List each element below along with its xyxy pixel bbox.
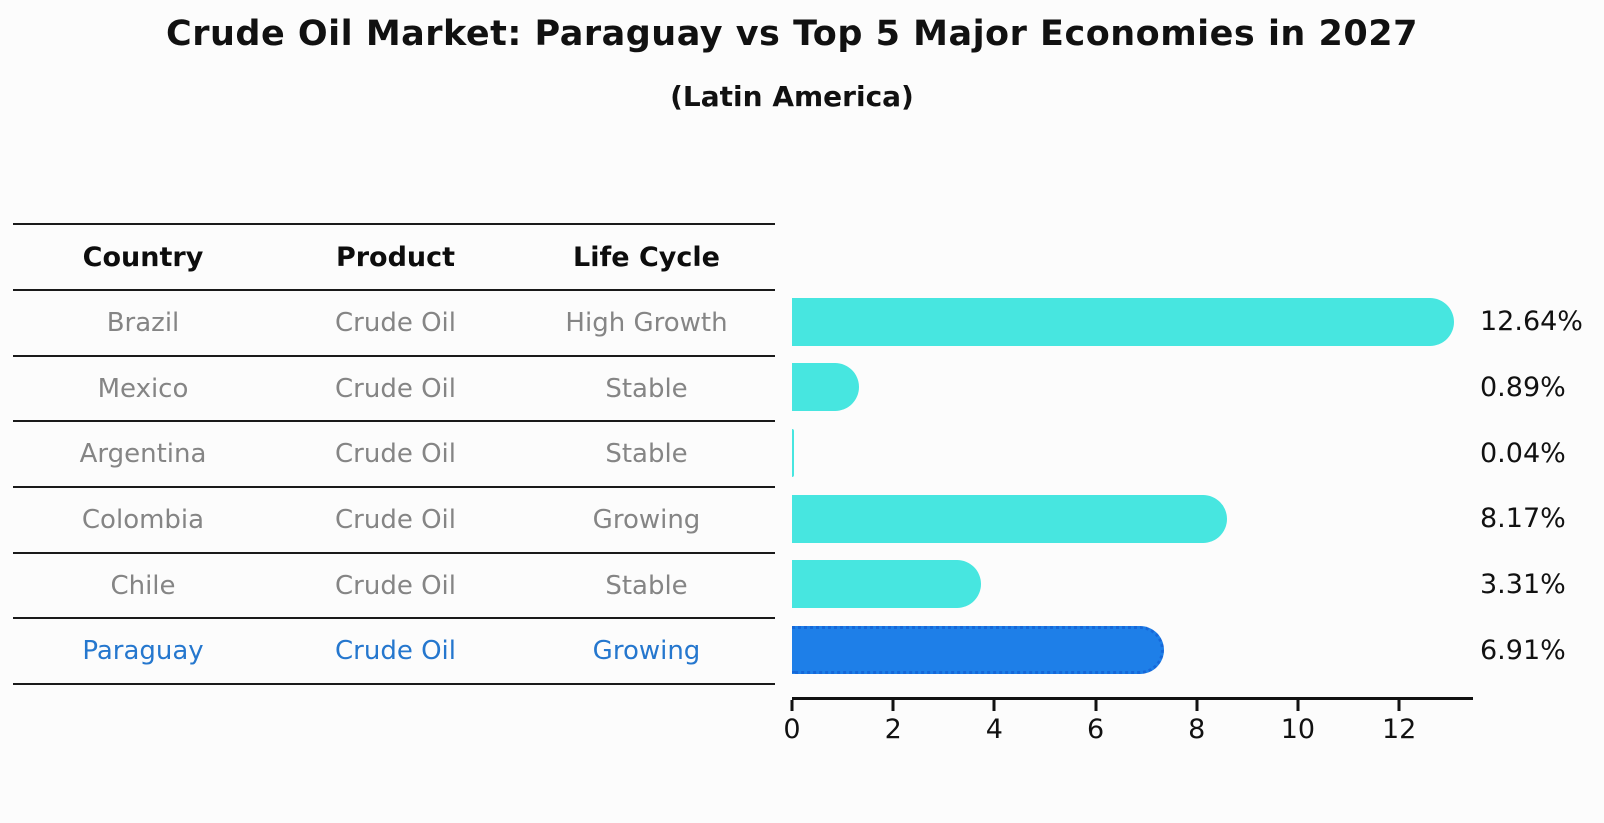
country-cell: Mexico bbox=[97, 373, 189, 404]
chart-subtitle: (Latin America) bbox=[670, 80, 914, 113]
value-label-mexico: 0.89% bbox=[1480, 371, 1566, 403]
bar-brazil bbox=[792, 297, 1454, 346]
life-cycle-cell: High Growth bbox=[565, 307, 728, 338]
x-axis-tick-label: 0 bbox=[783, 714, 801, 745]
x-axis-tick bbox=[1195, 700, 1199, 711]
life-cycle-cell: Stable bbox=[605, 373, 688, 404]
table-row-mexico: Mexico Crude Oil Stable bbox=[13, 357, 775, 423]
x-axis-tick bbox=[992, 700, 996, 711]
bar-row-mexico: 0.89% bbox=[792, 355, 1566, 421]
x-axis-tick-label: 8 bbox=[1188, 714, 1206, 745]
life-cycle-cell: Growing bbox=[592, 504, 701, 535]
bar-mexico bbox=[792, 363, 860, 412]
x-axis-tick bbox=[1397, 700, 1401, 711]
bar-paraguay bbox=[792, 626, 1164, 675]
bar-row-brazil: 12.64% bbox=[792, 289, 1583, 355]
table-header-country: Country bbox=[82, 241, 204, 273]
bar-row-colombia: 8.17% bbox=[792, 486, 1566, 552]
x-axis-tick bbox=[790, 700, 794, 711]
country-cell: Colombia bbox=[81, 504, 205, 535]
value-label-brazil: 12.64% bbox=[1480, 306, 1583, 338]
bar-row-chile: 3.31% bbox=[792, 552, 1566, 618]
x-axis-tick bbox=[891, 700, 895, 711]
product-cell: Crude Oil bbox=[335, 439, 456, 470]
country-table: Country Product Life Cycle Brazil Crude … bbox=[13, 223, 775, 686]
value-label-colombia: 8.17% bbox=[1480, 503, 1566, 535]
product-cell: Crude Oil bbox=[335, 570, 456, 601]
chart-title: Crude Oil Market: Paraguay vs Top 5 Majo… bbox=[166, 14, 1418, 54]
country-cell: Brazil bbox=[106, 307, 180, 338]
life-cycle-cell: Growing bbox=[592, 636, 701, 667]
x-axis-tick bbox=[1296, 700, 1300, 711]
table-row-paraguay: Paraguay Crude Oil Growing bbox=[13, 619, 775, 686]
x-axis-tick-label: 6 bbox=[1086, 714, 1105, 745]
table-header-row: Country Product Life Cycle bbox=[13, 225, 775, 291]
table-row-colombia: Colombia Crude Oil Growing bbox=[13, 488, 775, 554]
product-cell: Crude Oil bbox=[335, 307, 456, 338]
horizontal-bar-chart: 12.64% 0.89% 0.04% 8.17% 3.31% 6.91% bbox=[792, 289, 1583, 683]
x-axis: 0 2 4 6 8 10 12 bbox=[783, 697, 1473, 745]
bar-row-paraguay: 6.91% bbox=[792, 617, 1566, 683]
bar-colombia bbox=[792, 494, 1228, 543]
x-axis-tick-label: 10 bbox=[1280, 714, 1316, 745]
bar-row-argentina: 0.04% bbox=[792, 420, 1566, 486]
table-row-brazil: Brazil Crude Oil High Growth bbox=[13, 291, 775, 357]
table-row-argentina: Argentina Crude Oil Stable bbox=[13, 422, 775, 489]
table-row-chile: Chile Crude Oil Stable bbox=[13, 554, 775, 620]
value-label-argentina: 0.04% bbox=[1480, 437, 1566, 469]
product-cell: Crude Oil bbox=[335, 373, 456, 404]
x-axis-tick-label: 2 bbox=[884, 714, 902, 745]
country-cell: Chile bbox=[110, 570, 176, 601]
x-axis-tick bbox=[1094, 700, 1098, 711]
life-cycle-cell: Stable bbox=[605, 570, 688, 601]
table-header-life-cycle: Life Cycle bbox=[573, 241, 720, 273]
value-label-paraguay: 6.91% bbox=[1480, 634, 1566, 666]
table-header-product: Product bbox=[335, 241, 456, 273]
product-cell: Crude Oil bbox=[335, 636, 456, 667]
value-label-chile: 3.31% bbox=[1480, 568, 1566, 600]
bar-chile bbox=[792, 560, 982, 609]
country-cell: Paraguay bbox=[82, 636, 204, 667]
bar-argentina bbox=[792, 429, 795, 478]
life-cycle-cell: Stable bbox=[605, 439, 688, 470]
product-cell: Crude Oil bbox=[335, 504, 456, 535]
country-cell: Argentina bbox=[79, 439, 207, 470]
x-axis-tick-label: 12 bbox=[1381, 714, 1417, 745]
x-axis-tick-label: 4 bbox=[985, 714, 1003, 745]
